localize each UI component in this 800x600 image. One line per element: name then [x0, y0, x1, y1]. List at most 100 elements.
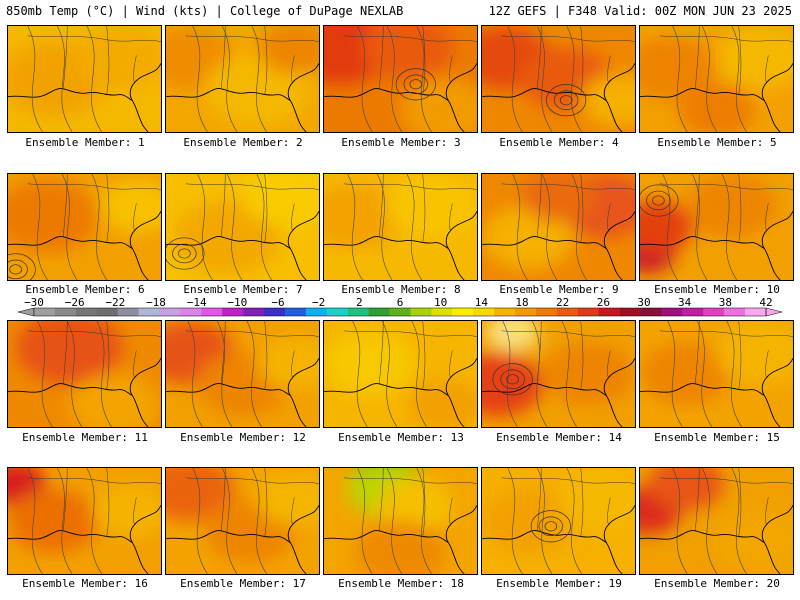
scale-swatch	[494, 308, 516, 316]
temperature-region	[15, 321, 123, 385]
border-line	[738, 26, 742, 95]
scale-tick-label: −2	[312, 296, 325, 309]
coastline	[129, 63, 161, 101]
isobar-contour	[541, 174, 558, 280]
scale-swatch	[180, 308, 202, 316]
scale-tick-label: 22	[556, 296, 569, 309]
ensemble-member-map	[323, 173, 478, 281]
ensemble-member-map	[481, 25, 636, 133]
scale-swatch	[577, 308, 599, 316]
temperature-region	[76, 26, 161, 90]
isobar-contour	[357, 468, 373, 574]
isobar-contour	[502, 321, 518, 427]
temperature-region	[257, 26, 319, 74]
scale-tick-label: 14	[475, 296, 489, 309]
scale-tick-label: −14	[187, 296, 207, 309]
temperature-region	[99, 179, 161, 233]
ensemble-member-map	[165, 173, 320, 281]
temperature-region	[482, 205, 574, 270]
temperature-region	[640, 200, 694, 254]
scale-tick-label: 34	[678, 296, 692, 309]
ensemble-member-label: Ensemble Member: 19	[496, 577, 622, 590]
temperature-region	[257, 336, 319, 390]
border-line	[422, 174, 426, 243]
border-line	[221, 174, 226, 237]
coastline	[445, 358, 477, 396]
isobar-contour	[726, 321, 742, 427]
border-line	[738, 174, 742, 243]
scale-swatch	[368, 308, 390, 316]
isobar-contour	[386, 468, 403, 574]
ensemble-member-label: Ensemble Member: 11	[22, 431, 148, 444]
scale-swatch	[138, 308, 160, 316]
low-pressure-contour	[538, 516, 564, 537]
isobar-contour	[96, 321, 112, 427]
ensemble-member-label: Ensemble Member: 20	[654, 577, 780, 590]
low-pressure-contour	[9, 264, 22, 275]
border-line	[695, 174, 700, 237]
coastline	[761, 505, 793, 543]
isobar-contour	[91, 174, 107, 280]
border-line	[659, 35, 793, 42]
temperature-region	[173, 200, 281, 275]
border-line	[422, 468, 426, 537]
scale-swatch	[535, 308, 558, 316]
coastline	[129, 211, 161, 249]
border-line	[133, 350, 137, 378]
scale-swatch	[347, 308, 369, 316]
isobar-contour	[537, 468, 553, 574]
isobar-contour	[27, 468, 43, 574]
temperature-region	[8, 489, 100, 553]
isobar-contour	[731, 26, 747, 132]
border-line	[27, 477, 161, 484]
scale-tick-label: 42	[759, 296, 772, 309]
isobar-contour	[66, 321, 83, 427]
isobar-contour	[507, 468, 523, 574]
isobar-contour	[667, 321, 683, 427]
border-line	[133, 497, 137, 525]
coastline	[445, 505, 477, 543]
ensemble-member-label: Ensemble Member: 4	[499, 136, 619, 149]
coastline	[324, 383, 465, 427]
isobar-contour	[57, 468, 73, 574]
scale-swatch	[243, 308, 265, 316]
border-line	[379, 26, 384, 89]
scale-frame	[33, 307, 767, 317]
temperature-region	[716, 321, 793, 385]
border-line	[185, 477, 319, 484]
scale-swatch	[410, 308, 432, 316]
border-line	[422, 321, 426, 390]
ensemble-member-map	[639, 320, 794, 428]
border-line	[659, 183, 793, 190]
temperature-region	[482, 489, 574, 553]
border-line	[607, 203, 611, 231]
scale-swatch	[640, 308, 662, 316]
ensemble-member-map	[7, 25, 162, 133]
ensemble-member-label: Ensemble Member: 16	[22, 577, 148, 590]
low-pressure-contour	[640, 184, 679, 217]
border-line	[343, 35, 477, 42]
isobar-contour	[347, 174, 363, 280]
coastline	[166, 383, 307, 427]
isobar-contour	[187, 321, 203, 427]
border-line	[695, 468, 700, 531]
coastline	[640, 236, 781, 280]
temperature-region	[581, 73, 635, 127]
ensemble-member-map	[639, 467, 794, 575]
temperature-region	[543, 342, 635, 406]
ensemble-member-label: Ensemble Member: 7	[183, 283, 303, 296]
coastline	[324, 530, 465, 574]
scale-swatch	[452, 308, 474, 316]
color-scale: −30 −26 −22 −18 −14 −10 −6 −2 2 6 10 14 18 22 26 30 34 38…	[17, 296, 783, 317]
temperature-region	[558, 468, 635, 532]
coastline	[640, 383, 781, 427]
border-line	[501, 35, 635, 42]
border-line	[379, 174, 384, 237]
border-line	[379, 321, 384, 384]
temperature-region	[485, 321, 541, 351]
low-pressure-contour	[178, 248, 191, 259]
ensemble-member-label: Ensemble Member: 10	[654, 283, 780, 296]
scale-arrow-low	[17, 307, 35, 317]
border-line	[449, 497, 453, 525]
low-pressure-contour	[409, 79, 423, 90]
